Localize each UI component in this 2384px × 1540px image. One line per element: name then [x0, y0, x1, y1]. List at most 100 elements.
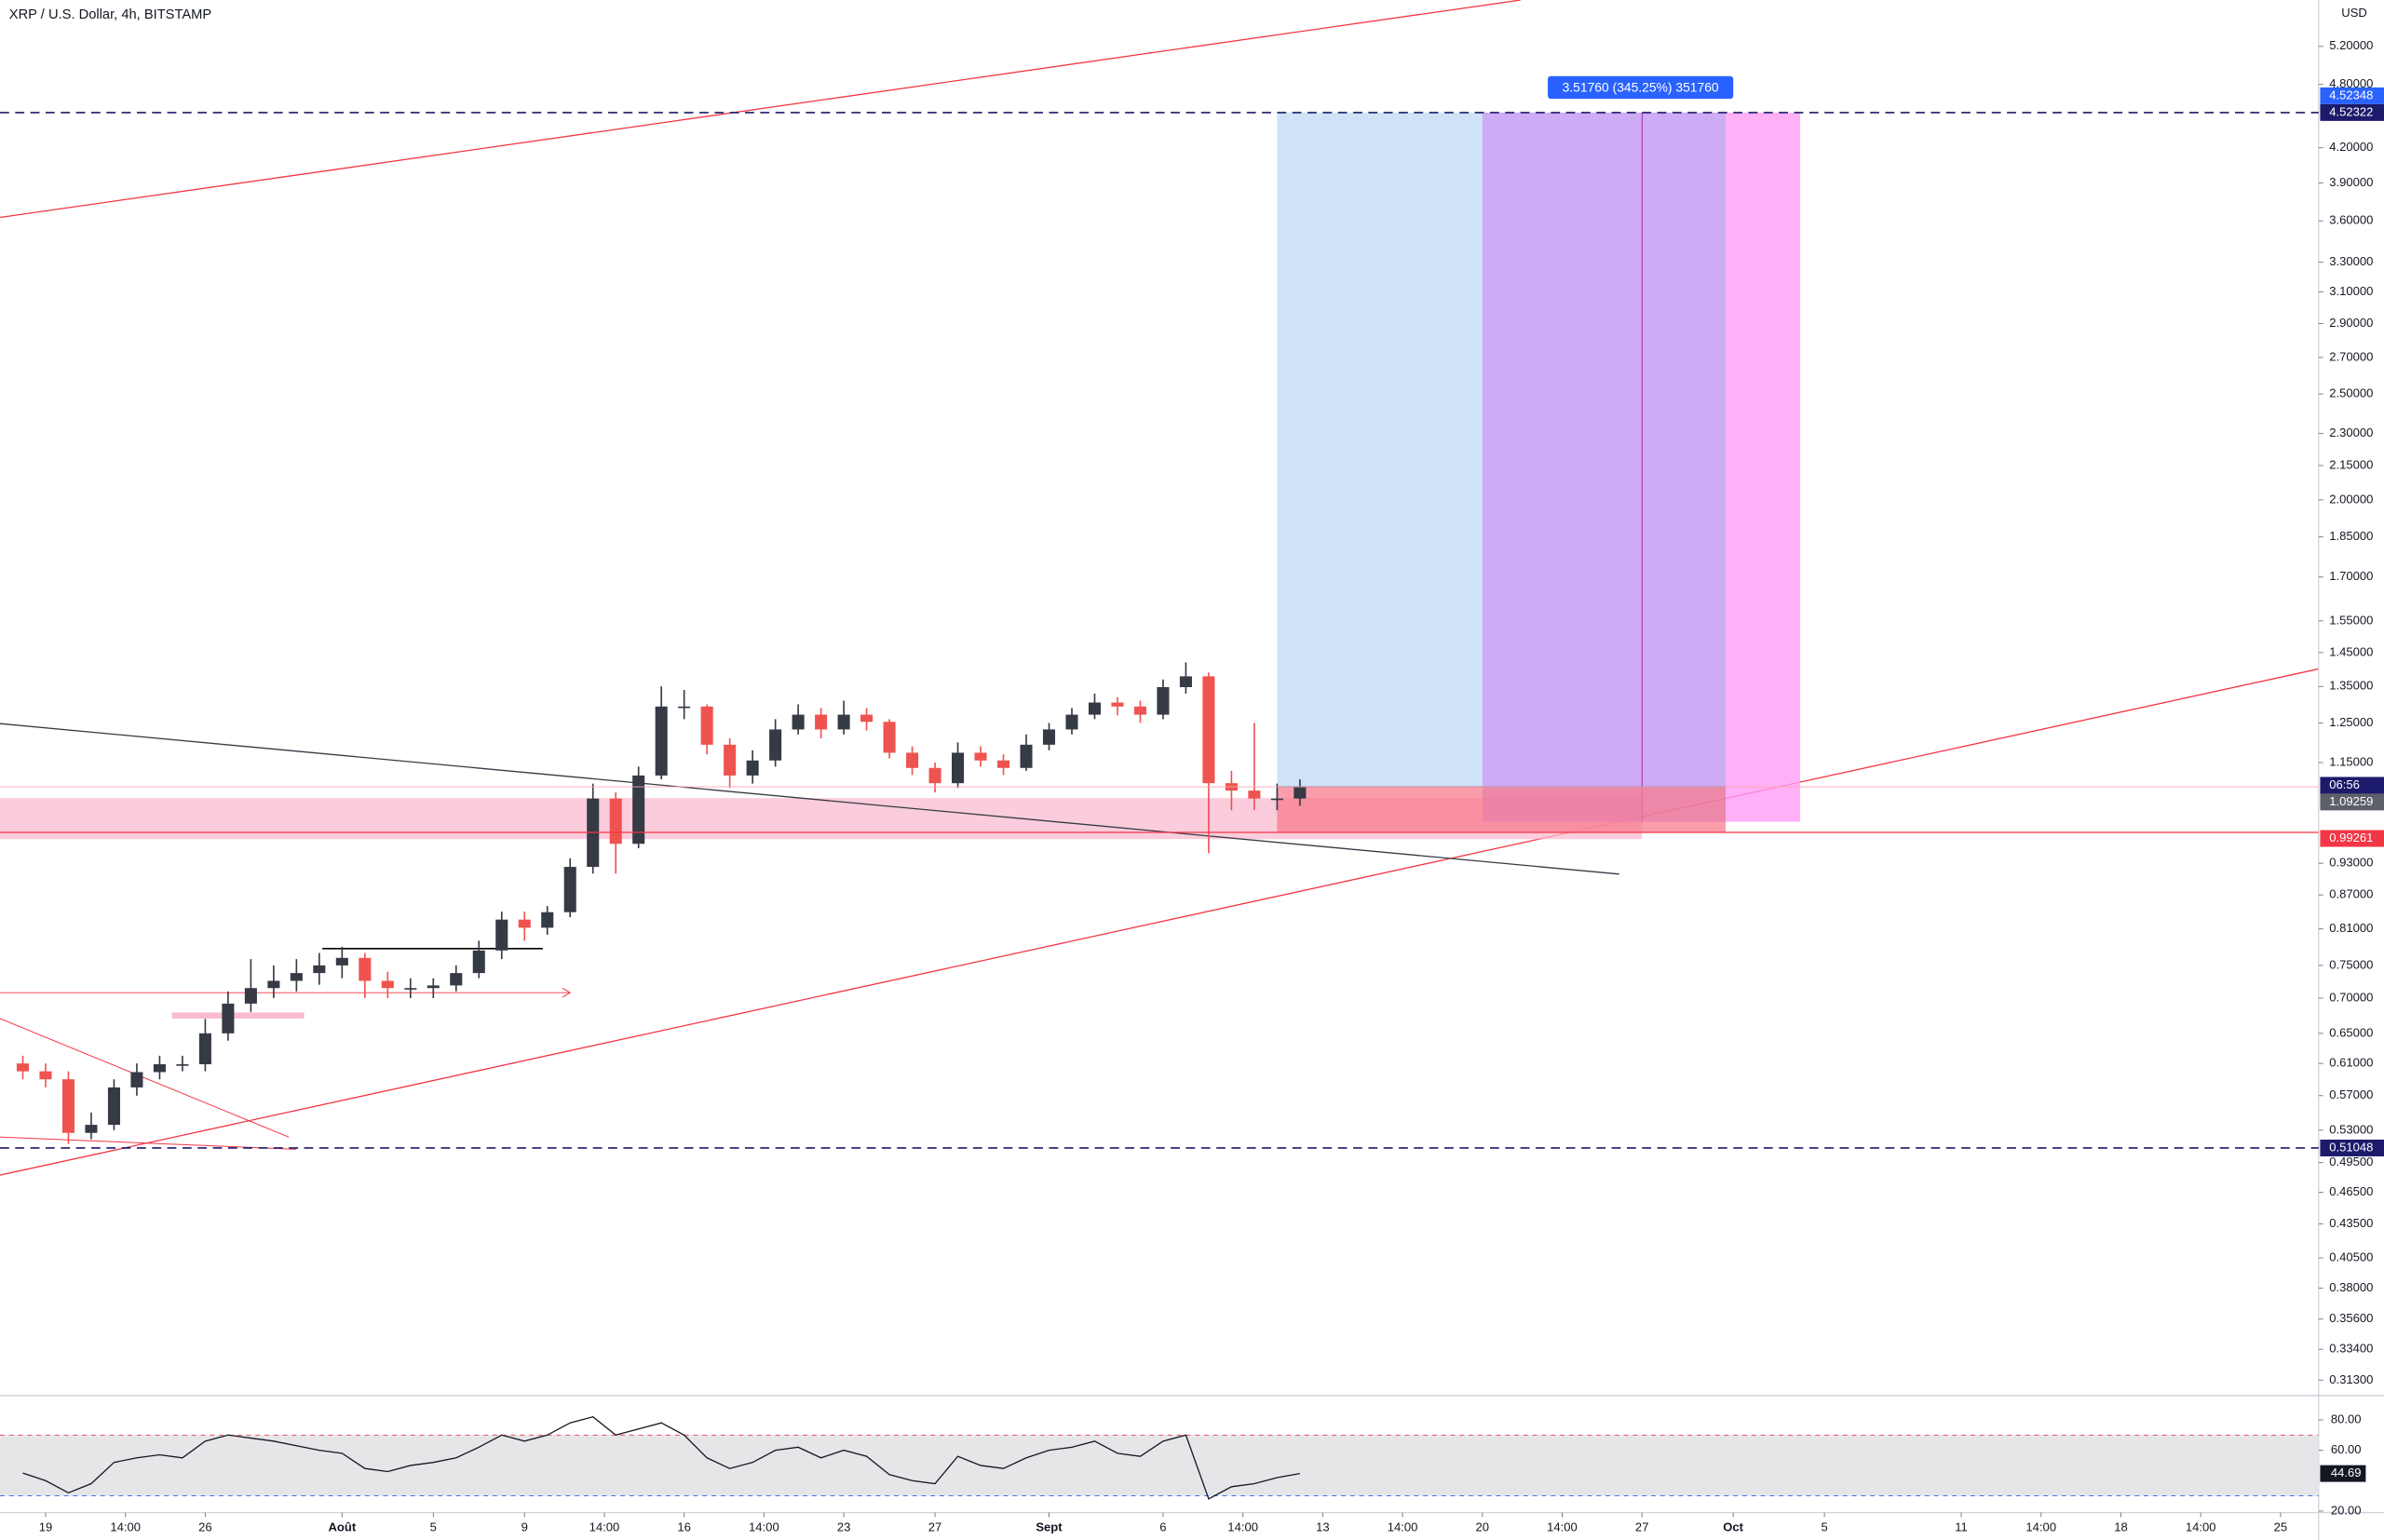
y-tick-label: 5.20000	[2329, 38, 2373, 52]
countdown-badge	[2320, 777, 2384, 794]
candle-body	[222, 1003, 235, 1033]
candle-body	[1157, 686, 1170, 715]
y-tick-label: 60.00	[2331, 1442, 2362, 1456]
x-tick-label: 9	[522, 1520, 528, 1533]
candle-body	[1248, 790, 1261, 799]
y-tick-label: 1.25000	[2329, 715, 2373, 729]
x-tick-label: 5	[430, 1520, 437, 1533]
x-tick-label: 11	[1955, 1520, 1968, 1533]
y-tick-label: 2.70000	[2329, 349, 2373, 363]
candle-body	[769, 729, 782, 761]
arrow-line	[0, 1018, 290, 1138]
x-tick-label: 14:00	[1227, 1520, 1258, 1533]
candle-body	[381, 980, 394, 989]
candle-body	[632, 775, 645, 844]
x-tick-label: Sept	[1036, 1520, 1063, 1533]
y-tick-label: 0.57000	[2329, 1087, 2373, 1101]
x-tick-label: 14:00	[1388, 1520, 1418, 1533]
y-tick-label: 1.70000	[2329, 569, 2373, 583]
candle-body	[335, 957, 348, 966]
candle-body	[404, 988, 417, 990]
candle-body	[1133, 706, 1146, 715]
candle-body	[39, 1071, 52, 1080]
candle-body	[495, 919, 508, 951]
channel-bottom	[0, 668, 2319, 1176]
candle-body	[1042, 729, 1056, 745]
price-badge	[2320, 793, 2384, 811]
chart-title: XRP / U.S. Dollar, 4h, BITSTAMP	[9, 7, 212, 22]
candle-body	[541, 912, 554, 928]
candle-body	[1202, 676, 1215, 784]
candle-body	[313, 965, 326, 974]
candle-body	[700, 706, 713, 745]
candle-body	[746, 760, 759, 776]
candle-body	[837, 714, 850, 730]
position-label-bg	[1548, 75, 1734, 100]
x-tick-label: 14:00	[2186, 1520, 2216, 1533]
y-tick-label: 1.85000	[2329, 529, 2373, 543]
target-zone	[1482, 112, 1727, 822]
y-tick-label: 4.20000	[2329, 140, 2373, 154]
y-tick-label: 80.00	[2331, 1412, 2362, 1425]
candle-body	[61, 1079, 74, 1133]
y-tick-label: 3.30000	[2329, 254, 2373, 268]
x-tick-label: 14:00	[2025, 1520, 2056, 1533]
arrow-head	[562, 987, 572, 998]
candle-body	[153, 1064, 166, 1073]
rsi-badge	[2320, 1465, 2366, 1482]
x-tick-label: 27	[928, 1520, 942, 1533]
y-tick-label: 20.00	[2331, 1503, 2362, 1517]
candle-body	[176, 1064, 189, 1066]
x-tick-label: 20	[1476, 1520, 1490, 1533]
candle-body	[518, 919, 531, 928]
x-tick-label: 14:00	[749, 1520, 779, 1533]
candle-body	[244, 988, 257, 1004]
y-tick-label: 0.49500	[2329, 1155, 2373, 1169]
candle-body	[290, 973, 303, 981]
currency[interactable]: USD	[2341, 6, 2367, 20]
x-tick-label: 13	[1316, 1520, 1330, 1533]
position-label: 3.51760 (345.25%) 351760	[1563, 79, 1719, 94]
y-tick-label: 3.90000	[2329, 175, 2373, 189]
price-badge-label: 1.09259	[2329, 794, 2373, 808]
candle-body	[1270, 798, 1283, 801]
trend-line	[0, 723, 1619, 875]
x-tick-label: Août	[328, 1520, 356, 1533]
x-tick-label: 26	[198, 1520, 212, 1533]
y-tick-label: 0.65000	[2329, 1025, 2373, 1039]
price-badge	[2320, 103, 2384, 121]
y-tick-label: 2.30000	[2329, 426, 2373, 439]
price-badge	[2320, 1140, 2384, 1156]
y-tick-label: 0.38000	[2329, 1280, 2373, 1294]
candle-body	[678, 706, 691, 709]
candle-body	[724, 744, 737, 776]
rsi-badge-label: 44.69	[2331, 1466, 2362, 1479]
x-tick-label: 16	[677, 1520, 691, 1533]
y-tick-label: 3.60000	[2329, 213, 2373, 227]
x-tick-label: 14:00	[1547, 1520, 1578, 1533]
y-tick-label: 0.61000	[2329, 1056, 2373, 1070]
x-tick-label: 6	[1159, 1520, 1166, 1533]
y-tick-label: 0.31300	[2329, 1372, 2373, 1386]
price-badge	[2320, 830, 2384, 847]
y-tick-label: 1.55000	[2329, 613, 2373, 627]
candle-body	[1294, 786, 1307, 799]
candle-body	[1179, 676, 1192, 687]
y-tick-label: 1.45000	[2329, 644, 2373, 658]
candle-body	[655, 706, 668, 776]
countdown: 06:56	[2329, 777, 2360, 791]
x-tick-label: 19	[39, 1520, 53, 1533]
candle-body	[472, 950, 485, 974]
candle-body	[130, 1072, 143, 1087]
price-badge-label: 4.52322	[2329, 104, 2373, 118]
x-tick-label: 14:00	[589, 1520, 620, 1533]
y-tick-label: 0.70000	[2329, 990, 2373, 1004]
candle-body	[267, 980, 280, 989]
y-tick-label: 0.81000	[2329, 921, 2373, 935]
y-tick-label: 4.80000	[2329, 76, 2373, 90]
candle-body	[609, 798, 622, 844]
candle-body	[792, 714, 805, 730]
small-zone	[171, 1012, 305, 1019]
